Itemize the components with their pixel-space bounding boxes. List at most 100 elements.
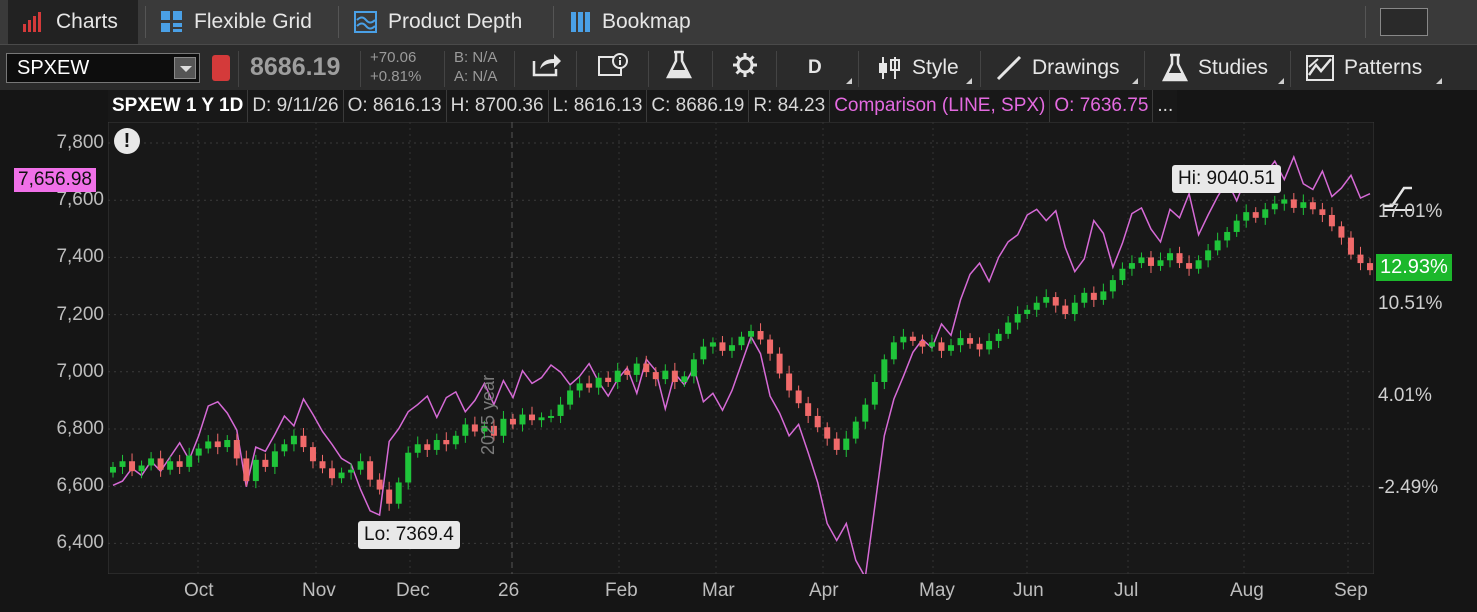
info-window-icon [598, 53, 630, 83]
info-comparison[interactable]: Comparison (LINE, SPX) [830, 90, 1051, 122]
info-high: H: 8700.36 [446, 90, 549, 122]
window-layout-button[interactable] [1380, 8, 1428, 36]
chart-title: SPXEW 1 Y 1D [108, 90, 249, 122]
candle-body [1147, 257, 1154, 266]
tab-charts[interactable]: Charts [8, 0, 138, 44]
symbol-input[interactable]: SPXEW [6, 53, 200, 83]
style-button[interactable]: Style [876, 45, 959, 91]
candle-body [1367, 263, 1373, 271]
candle-body [948, 345, 954, 351]
chart-info-bar: SPXEW 1 Y 1D D: 9/11/26 O: 8616.13 H: 87… [108, 90, 1178, 122]
candle-body [995, 333, 1002, 341]
candle-body [852, 421, 859, 439]
share-button[interactable] [532, 45, 562, 91]
candle-body [548, 415, 555, 418]
candle-body [452, 435, 459, 445]
tab-label: Charts [56, 10, 118, 33]
info-range: R: 84.23 [749, 90, 831, 122]
info-low: L: 8616.13 [548, 90, 648, 122]
toolbar-divider [648, 51, 649, 87]
candle-body [1033, 302, 1040, 310]
tab-label: Bookmap [602, 10, 691, 33]
high-bubble: Hi: 9040.51 [1172, 165, 1282, 193]
candle-body [1319, 209, 1326, 215]
candle-body [595, 377, 602, 388]
candle-body [1081, 292, 1088, 303]
candle-body [462, 424, 469, 436]
candle-body [624, 370, 631, 375]
candle-body [843, 438, 850, 450]
candle-body [862, 404, 869, 422]
drawings-button[interactable]: Drawings [996, 45, 1120, 91]
candle-body [405, 452, 412, 483]
candle-body [776, 353, 783, 374]
time-axis-tick: Jun [1013, 580, 1044, 601]
candle-body [567, 390, 574, 405]
candle-body [481, 425, 488, 432]
studies-button[interactable]: Studies [1162, 45, 1268, 91]
toolbar-divider [1290, 51, 1291, 87]
percent-axis-tick: 4.01% [1378, 385, 1432, 406]
low-bubble: Lo: 7369.4 [358, 521, 460, 549]
timeframe-button[interactable]: D [808, 45, 822, 91]
info-button[interactable] [598, 45, 630, 91]
candle-body [519, 414, 526, 425]
tab-divider [1365, 6, 1366, 38]
candle-body [329, 468, 336, 479]
toolbar-divider [980, 51, 981, 87]
tab-bookmap[interactable]: Bookmap [556, 0, 726, 44]
candle-body [614, 370, 621, 382]
toolbar-divider [360, 51, 361, 87]
candle-body [233, 440, 240, 459]
tab-flexible-grid[interactable]: Flexible Grid [146, 0, 336, 44]
candle-body [728, 345, 735, 351]
tab-product-depth[interactable]: Product Depth [340, 0, 548, 44]
time-axis-tick: Apr [809, 580, 839, 601]
price-axis-tick: 6,400 [56, 532, 104, 554]
time-axis-tick: Mar [702, 580, 735, 601]
candle-body [110, 466, 116, 473]
candle-body [786, 373, 793, 391]
drawings-label: Drawings [1032, 56, 1120, 79]
percent-axis-tick: -2.49% [1378, 477, 1439, 498]
chevron-down-icon[interactable] [174, 57, 196, 79]
bid-value: B: N/A [454, 49, 498, 66]
candle-body [1233, 220, 1240, 232]
candle-body [1014, 314, 1021, 323]
bar-chart-icon [22, 12, 46, 32]
info-close: C: 8686.19 [647, 90, 750, 122]
patterns-label: Patterns [1344, 56, 1423, 79]
patterns-button[interactable]: Patterns [1306, 45, 1422, 91]
dropdown-corner-icon [846, 78, 852, 84]
price-plot[interactable] [108, 122, 1374, 574]
time-axis-tick: Jul [1114, 580, 1139, 601]
price-axis-tick: 6,800 [56, 418, 104, 439]
info-more[interactable]: ... [1153, 90, 1178, 122]
candle-body [1347, 237, 1354, 255]
flask-button[interactable] [665, 45, 693, 91]
pattern-icon [1306, 55, 1334, 81]
candle-body [748, 331, 755, 337]
toolbar-divider [712, 51, 713, 87]
candle-body [976, 343, 983, 350]
chart-style-icon[interactable] [1382, 182, 1414, 217]
price-axis-tick: 7,800 [56, 132, 104, 153]
candle-body [824, 427, 831, 439]
candle-body [576, 383, 583, 391]
candle-body [224, 440, 231, 448]
candle-body [1243, 212, 1250, 221]
warning-icon[interactable]: ! [114, 128, 140, 154]
toolbar-divider [776, 51, 777, 87]
candle-body [1062, 305, 1069, 315]
candle-body [967, 338, 974, 344]
candle-body [119, 461, 126, 467]
candle-body [252, 459, 259, 482]
toolbar-divider [1144, 51, 1145, 87]
current-percent-tag: 12.93% [1376, 254, 1452, 281]
candle-body [871, 381, 878, 405]
settings-button[interactable] [732, 45, 758, 91]
alert-badge-icon[interactable] [212, 55, 230, 81]
year-marker: 2025 year [478, 374, 498, 455]
candle-body [1109, 280, 1116, 292]
share-icon [532, 53, 562, 83]
